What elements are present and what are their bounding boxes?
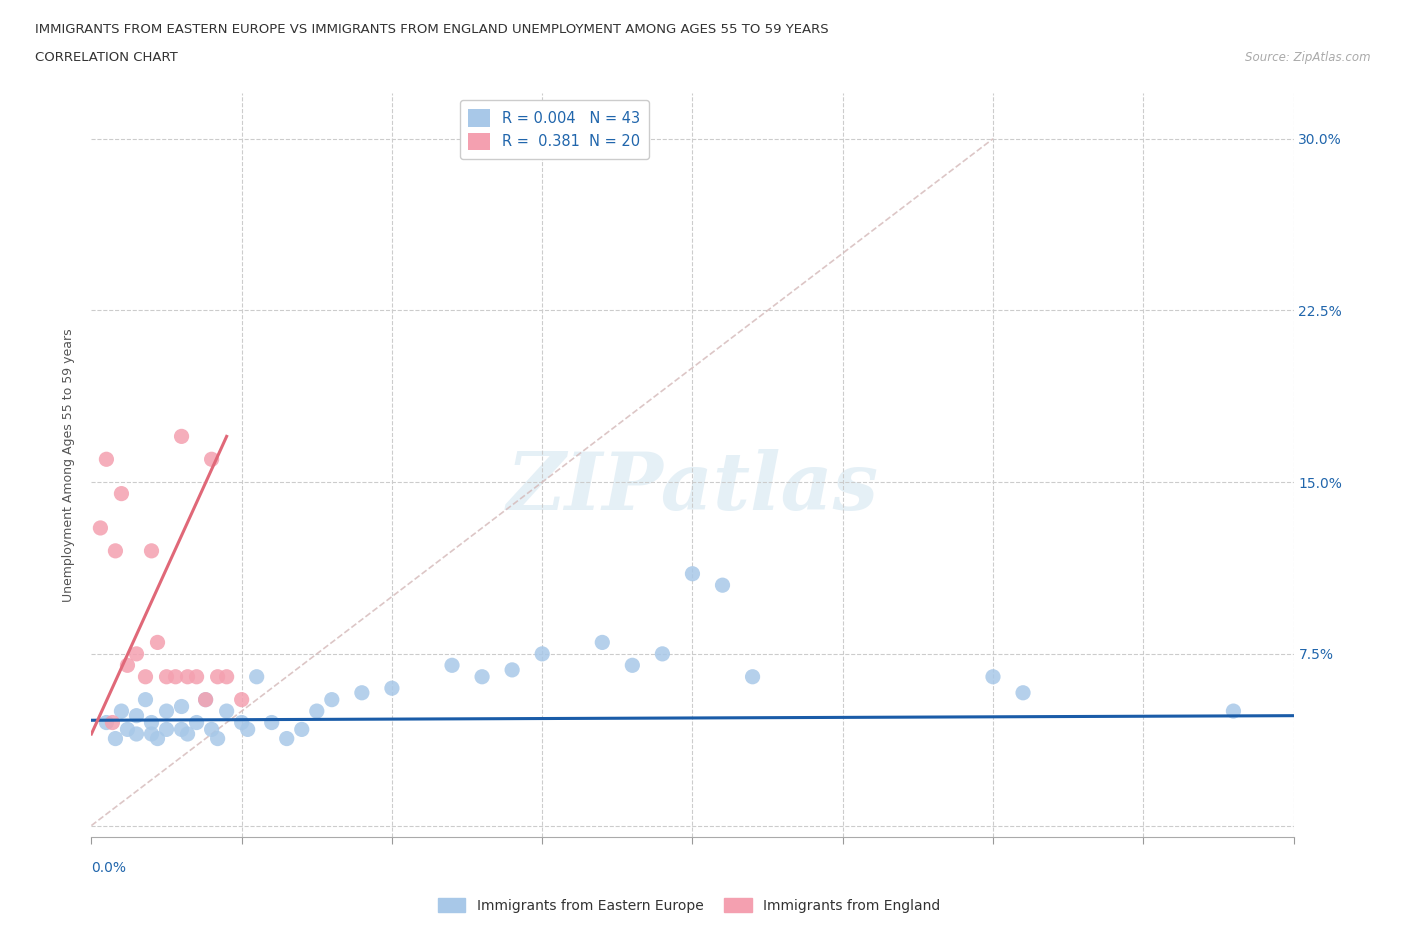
- Point: [207, 670, 229, 684]
- Point: [291, 722, 314, 737]
- Point: [305, 704, 328, 719]
- Text: 0.0%: 0.0%: [91, 861, 127, 875]
- Point: [176, 670, 198, 684]
- Point: [110, 704, 132, 719]
- Point: [215, 704, 238, 719]
- Point: [981, 670, 1004, 684]
- Point: [1012, 685, 1035, 700]
- Point: [246, 670, 269, 684]
- Point: [276, 731, 298, 746]
- Point: [201, 452, 224, 467]
- Point: [117, 722, 139, 737]
- Point: [440, 658, 463, 672]
- Point: [471, 670, 494, 684]
- Point: [260, 715, 283, 730]
- Point: [1222, 704, 1244, 719]
- Point: [155, 704, 177, 719]
- Point: [681, 566, 703, 581]
- Point: [117, 658, 139, 672]
- Point: [155, 722, 177, 737]
- Text: ZIPatlas: ZIPatlas: [506, 448, 879, 526]
- Point: [501, 662, 523, 677]
- Point: [146, 731, 169, 746]
- Point: [186, 715, 208, 730]
- Point: [125, 709, 148, 724]
- Point: [165, 670, 187, 684]
- Legend: R = 0.004   N = 43, R =  0.381  N = 20: R = 0.004 N = 43, R = 0.381 N = 20: [460, 100, 648, 159]
- Point: [134, 670, 156, 684]
- Point: [621, 658, 644, 672]
- Point: [141, 715, 163, 730]
- Point: [104, 543, 127, 558]
- Point: [381, 681, 404, 696]
- Point: [146, 635, 169, 650]
- Point: [231, 692, 253, 707]
- Point: [531, 646, 554, 661]
- Legend: Immigrants from Eastern Europe, Immigrants from England: Immigrants from Eastern Europe, Immigran…: [432, 893, 946, 919]
- Point: [651, 646, 673, 661]
- Point: [141, 726, 163, 741]
- Point: [125, 646, 148, 661]
- Point: [96, 452, 118, 467]
- Point: [321, 692, 343, 707]
- Point: [110, 486, 132, 501]
- Point: [170, 699, 193, 714]
- Text: IMMIGRANTS FROM EASTERN EUROPE VS IMMIGRANTS FROM ENGLAND UNEMPLOYMENT AMONG AGE: IMMIGRANTS FROM EASTERN EUROPE VS IMMIGR…: [35, 23, 828, 36]
- Point: [236, 722, 259, 737]
- Y-axis label: Unemployment Among Ages 55 to 59 years: Unemployment Among Ages 55 to 59 years: [62, 328, 76, 602]
- Point: [591, 635, 613, 650]
- Point: [125, 726, 148, 741]
- Point: [231, 715, 253, 730]
- Point: [194, 692, 217, 707]
- Point: [350, 685, 373, 700]
- Point: [741, 670, 763, 684]
- Point: [186, 670, 208, 684]
- Point: [170, 429, 193, 444]
- Text: CORRELATION CHART: CORRELATION CHART: [35, 51, 179, 64]
- Point: [170, 722, 193, 737]
- Point: [711, 578, 734, 592]
- Point: [104, 731, 127, 746]
- Point: [141, 543, 163, 558]
- Point: [96, 715, 118, 730]
- Point: [155, 670, 177, 684]
- Point: [201, 722, 224, 737]
- Point: [89, 521, 111, 536]
- Point: [176, 726, 198, 741]
- Point: [207, 731, 229, 746]
- Point: [134, 692, 156, 707]
- Point: [101, 715, 124, 730]
- Point: [194, 692, 217, 707]
- Text: Source: ZipAtlas.com: Source: ZipAtlas.com: [1246, 51, 1371, 64]
- Point: [215, 670, 238, 684]
